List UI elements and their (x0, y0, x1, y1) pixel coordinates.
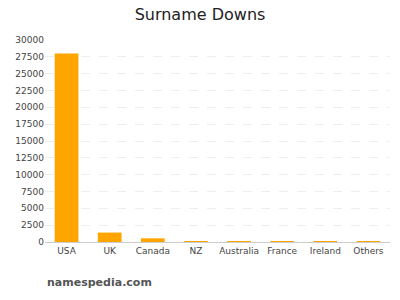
svg-text:10000: 10000 (15, 170, 44, 180)
svg-text:Australia: Australia (219, 246, 259, 256)
svg-text:Others: Others (353, 246, 384, 256)
svg-text:2500: 2500 (21, 220, 44, 230)
svg-text:France: France (267, 246, 297, 256)
svg-text:0: 0 (38, 237, 44, 247)
svg-text:20000: 20000 (15, 102, 44, 112)
svg-text:NZ: NZ (189, 246, 202, 256)
svg-text:7500: 7500 (21, 187, 44, 197)
svg-text:USA: USA (57, 246, 76, 256)
svg-text:Canada: Canada (136, 246, 170, 256)
svg-text:27500: 27500 (15, 52, 44, 62)
svg-text:30000: 30000 (15, 35, 44, 45)
svg-text:25000: 25000 (15, 69, 44, 79)
svg-text:12500: 12500 (15, 153, 44, 163)
svg-text:namespedia.com: namespedia.com (47, 276, 152, 289)
svg-text:22500: 22500 (15, 86, 44, 96)
svg-text:Ireland: Ireland (310, 246, 341, 256)
svg-text:Surname Downs: Surname Downs (135, 5, 266, 24)
svg-text:17500: 17500 (15, 119, 44, 129)
svg-text:UK: UK (103, 246, 117, 256)
svg-text:15000: 15000 (15, 136, 44, 146)
svg-text:5000: 5000 (21, 203, 44, 213)
